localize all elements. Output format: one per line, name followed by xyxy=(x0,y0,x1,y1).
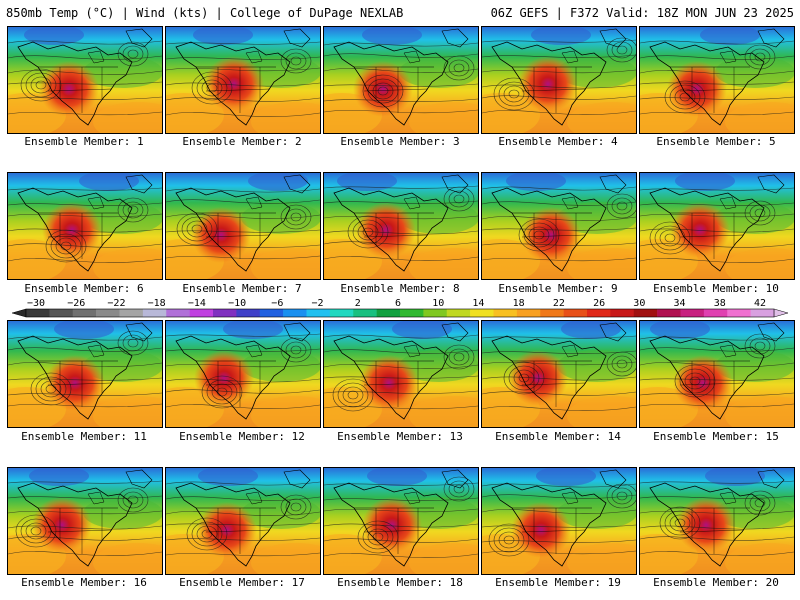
colorbar-swatch xyxy=(213,309,237,317)
ensemble-member-label: Ensemble Member: 20 xyxy=(653,576,779,589)
ensemble-member-label: Ensemble Member: 16 xyxy=(21,576,147,589)
ensemble-member-map xyxy=(7,26,163,134)
colorbar-tick-label: 38 xyxy=(714,298,726,309)
colorbar-tick-label: 34 xyxy=(674,298,686,309)
ensemble-member-map xyxy=(481,467,637,575)
ensemble-member-map xyxy=(323,172,479,280)
colorbar-swatch xyxy=(750,309,775,317)
colorbar-tick-label: −2 xyxy=(312,298,324,309)
colorbar-swatch xyxy=(283,309,307,317)
ensemble-member-map xyxy=(165,172,321,280)
colorbar-swatch xyxy=(119,309,144,317)
colorbar-tick-label: −14 xyxy=(188,298,206,309)
ensemble-member-label: Ensemble Member: 3 xyxy=(340,135,460,148)
colorbar-swatch xyxy=(353,309,377,317)
colorbar-tick-label: 18 xyxy=(513,298,525,309)
ensemble-member-label: Ensemble Member: 2 xyxy=(182,135,302,148)
colorbar-tick-label: 6 xyxy=(395,298,401,309)
ensemble-member-map xyxy=(323,467,479,575)
ensemble-member-label: Ensemble Member: 9 xyxy=(498,282,618,295)
ensemble-member-label: Ensemble Member: 6 xyxy=(24,282,144,295)
colorbar-swatch xyxy=(96,309,120,317)
colorbar-tick-label: 42 xyxy=(754,298,766,309)
ensemble-member-label: Ensemble Member: 12 xyxy=(179,430,305,443)
colorbar-swatch xyxy=(376,309,401,317)
ensemble-member-map xyxy=(7,320,163,428)
colorbar-swatch xyxy=(727,309,751,317)
colorbar-swatch xyxy=(329,309,354,317)
colorbar-swatch xyxy=(49,309,74,317)
colorbar-swatch xyxy=(306,309,331,317)
ensemble-member-label: Ensemble Member: 11 xyxy=(21,430,147,443)
ensemble-member-map xyxy=(323,320,479,428)
ensemble-member-map xyxy=(481,26,637,134)
colorbar-tick-label: −18 xyxy=(148,298,166,309)
ensemble-member-label: Ensemble Member: 5 xyxy=(656,135,776,148)
colorbar-swatch xyxy=(236,309,261,317)
ensemble-member-label: Ensemble Member: 18 xyxy=(337,576,463,589)
colorbar-tick-label: −10 xyxy=(228,298,246,309)
colorbar-swatch xyxy=(166,309,190,317)
colorbar-swatch xyxy=(703,309,728,317)
colorbar-swatch xyxy=(610,309,635,317)
header: 850mb Temp (°C) | Wind (kts) | College o… xyxy=(0,0,800,24)
ensemble-member-label: Ensemble Member: 10 xyxy=(653,282,779,295)
colorbar-high-arrow xyxy=(773,308,789,318)
colorbar-swatch xyxy=(633,309,658,317)
ensemble-member-label: Ensemble Member: 7 xyxy=(182,282,302,295)
ensemble-member-label: Ensemble Member: 19 xyxy=(495,576,621,589)
ensemble-member-map xyxy=(639,320,795,428)
colorbar-swatch xyxy=(72,309,97,317)
ensemble-member-map xyxy=(165,320,321,428)
colorbar-tick-label: 14 xyxy=(472,298,484,309)
ensemble-member-map xyxy=(481,320,637,428)
colorbar-low-arrow xyxy=(11,308,27,318)
colorbar-tick-label: 2 xyxy=(355,298,361,309)
colorbar-swatch xyxy=(540,309,564,317)
ensemble-member-label: Ensemble Member: 13 xyxy=(337,430,463,443)
colorbar-tick-label: −22 xyxy=(107,298,125,309)
colorbar-swatch xyxy=(423,309,448,317)
colorbar-swatch xyxy=(446,309,471,317)
colorbar-swatch xyxy=(587,309,611,317)
ensemble-member-map xyxy=(165,467,321,575)
colorbar-swatch xyxy=(142,309,167,317)
colorbar-swatch xyxy=(493,309,518,317)
colorbar-tick-label: −30 xyxy=(27,298,45,309)
ensemble-member-label: Ensemble Member: 4 xyxy=(498,135,618,148)
colorbar-swatch xyxy=(516,309,541,317)
ensemble-member-label: Ensemble Member: 8 xyxy=(340,282,460,295)
ensemble-member-label: Ensemble Member: 1 xyxy=(24,135,144,148)
ensemble-member-map xyxy=(165,26,321,134)
colorbar-tick-label: −26 xyxy=(67,298,85,309)
colorbar-swatch xyxy=(259,309,284,317)
ensemble-member-label: Ensemble Member: 15 xyxy=(653,430,779,443)
colorbar-swatch xyxy=(657,309,681,317)
ensemble-member-map xyxy=(481,172,637,280)
colorbar-tick-label: 22 xyxy=(553,298,565,309)
map-title-left: 850mb Temp (°C) | Wind (kts) | College o… xyxy=(6,6,404,20)
colorbar-swatch xyxy=(400,309,424,317)
temperature-colorbar: −30 −26 −22 −18 −14 −10 −6 −2 2 6 10 14 18 22 26 30 34 38… xyxy=(0,295,800,319)
colorbar-swatch xyxy=(189,309,214,317)
ensemble-member-label: Ensemble Member: 14 xyxy=(495,430,621,443)
ensemble-member-map xyxy=(7,467,163,575)
colorbar-swatch xyxy=(470,309,494,317)
ensemble-member-map xyxy=(323,26,479,134)
ensemble-member-map xyxy=(7,172,163,280)
colorbar-swatch xyxy=(26,309,50,317)
colorbar-swatch xyxy=(563,309,588,317)
ensemble-member-map xyxy=(639,467,795,575)
colorbar-tick-label: 10 xyxy=(432,298,444,309)
map-title-right: 06Z GEFS | F372 Valid: 18Z MON JUN 23 20… xyxy=(490,6,794,20)
ensemble-member-map xyxy=(639,26,795,134)
colorbar-tick-label: 30 xyxy=(633,298,645,309)
ensemble-member-label: Ensemble Member: 17 xyxy=(179,576,305,589)
colorbar-swatch xyxy=(680,309,705,317)
ensemble-member-map xyxy=(639,172,795,280)
colorbar-tick-label: 26 xyxy=(593,298,605,309)
colorbar-tick-label: −6 xyxy=(271,298,283,309)
